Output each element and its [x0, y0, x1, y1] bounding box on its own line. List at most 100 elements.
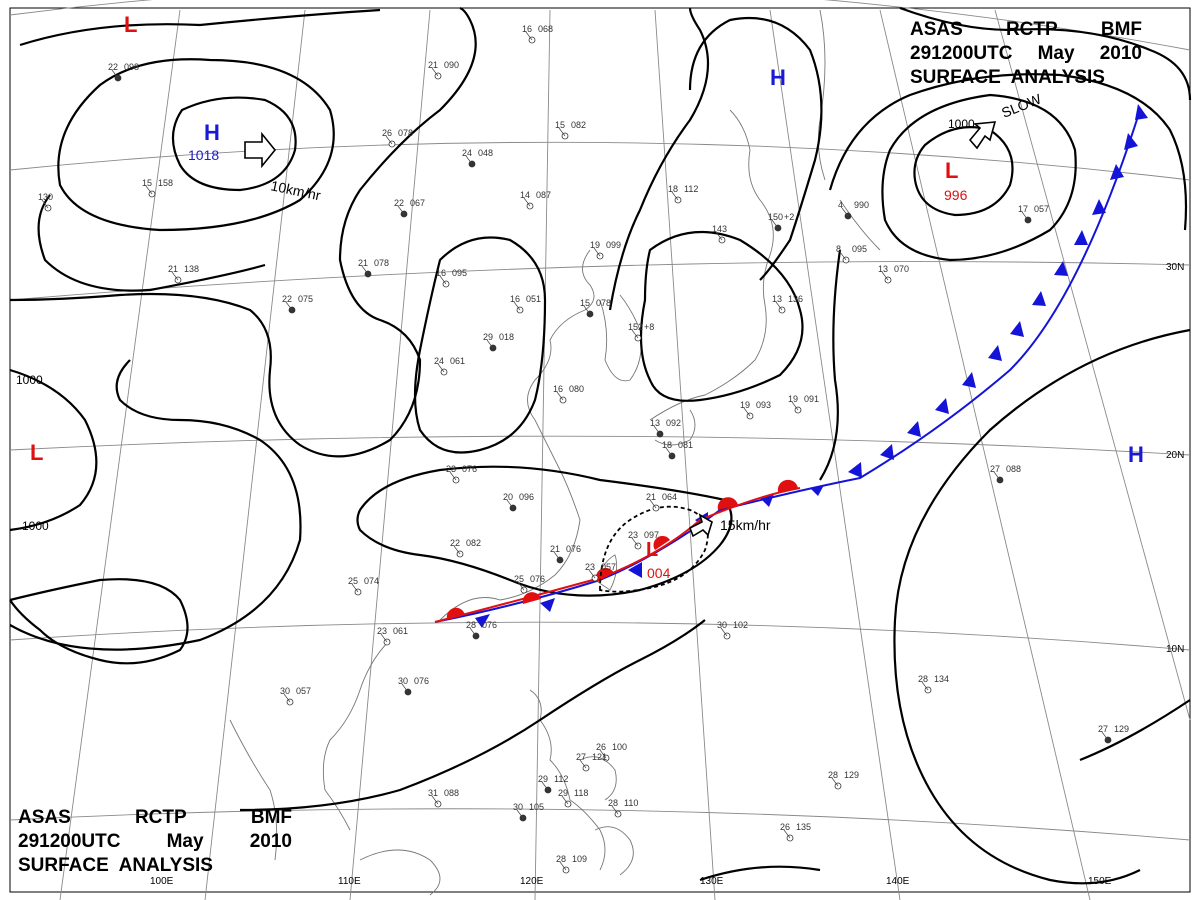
- station-temperature: 27: [1098, 724, 1108, 734]
- isobar-ne-low-outer: [828, 73, 1188, 231]
- station-temperature: 20: [503, 492, 513, 502]
- low-northeast-value: 996: [944, 187, 968, 203]
- isobar-central: [413, 236, 547, 454]
- low-taiwan-letter: L: [646, 539, 658, 561]
- station-temperature: 16: [553, 384, 563, 394]
- station-temperature: 130: [38, 192, 53, 202]
- station-temperature: 16: [522, 24, 532, 34]
- station-temperature: 28: [556, 854, 566, 864]
- station-pressure: 067: [410, 198, 425, 208]
- station-temperature: 21: [428, 60, 438, 70]
- station-pressure: 136: [788, 294, 803, 304]
- lat-label-20n: 20N: [1166, 450, 1184, 461]
- isobar-east-big: [608, 7, 710, 311]
- station-temperature: 30: [717, 620, 727, 630]
- station-temperature: 22: [282, 294, 292, 304]
- station-temperature: 23: [628, 530, 638, 540]
- low-west-letter: L: [30, 440, 43, 465]
- station-pressure: 121: [592, 752, 607, 762]
- station-pressure: 109: [572, 854, 587, 864]
- isobar-west-outer: [9, 578, 189, 665]
- station-pressure: 076: [414, 676, 429, 686]
- motion-arrow-nw: [244, 131, 277, 169]
- wind-barb: [401, 683, 409, 693]
- isobar-ne-low-1000: [881, 93, 1077, 262]
- station-temperature: 14: [520, 190, 530, 200]
- station-pressure: 135: [796, 822, 811, 832]
- isobar-label-1000-west-bottom: 1000: [22, 519, 49, 533]
- wind-barb: [380, 633, 388, 643]
- station-pressure: 076: [462, 464, 477, 474]
- title-region: ASAS: [910, 19, 963, 40]
- station-temperature: 13: [878, 264, 888, 274]
- station-pressure: 078: [596, 298, 611, 308]
- wind-barb: [588, 569, 596, 579]
- title-station: RCTP: [1005, 19, 1058, 40]
- station-temperature: 19: [788, 394, 798, 404]
- station-temperature: 13: [650, 418, 660, 428]
- station-pressure: 096: [519, 492, 534, 502]
- wind-barb: [715, 231, 723, 241]
- isobars: [9, 6, 1192, 885]
- lat-label-30n: 30N: [1166, 262, 1184, 273]
- station-pressure: 068: [538, 24, 553, 34]
- station-temperature: 23: [585, 562, 595, 572]
- station-temperature: 26: [780, 822, 790, 832]
- isobar-right-arc: [899, 6, 1192, 101]
- isobar-japan-loop: [639, 230, 804, 402]
- station-pressure: 112: [554, 774, 568, 784]
- station-temperature: 28: [608, 798, 618, 808]
- wind-barb: [881, 271, 889, 281]
- wind-barb: [1101, 731, 1109, 741]
- low-taiwan-dashed-isobar: [599, 505, 709, 593]
- station-temperature: 22: [450, 538, 460, 548]
- isobar-label-1000-ne: 1000: [948, 117, 975, 131]
- station-temperature: 150: [768, 212, 783, 222]
- wind-barb: [791, 401, 799, 411]
- isobar-label-1000-west-top: 1000: [16, 373, 43, 387]
- wind-barb: [653, 425, 661, 435]
- station-temperature: 29: [538, 774, 548, 784]
- station-pressure: 080: [569, 384, 584, 394]
- station-pressure: 129: [1114, 724, 1129, 734]
- title-time: 291200UTC: [910, 43, 1013, 64]
- wind-barb: [649, 499, 657, 509]
- isobar-sea-japan: [688, 16, 823, 281]
- lon-label-140e: 140E: [886, 876, 910, 887]
- station-markers: [41, 31, 1112, 874]
- title-line-2: 291200UTC May 2010: [910, 42, 1142, 66]
- isobar-taiwan-trough: [356, 465, 733, 597]
- station-temperature: 21: [358, 258, 368, 268]
- lon-label-130e: 130E: [700, 876, 724, 887]
- station-temperature: 19: [590, 240, 600, 250]
- station-temperature: 24: [462, 148, 472, 158]
- station-pressure: 129: [844, 770, 859, 780]
- station-temperature: 30: [398, 676, 408, 686]
- station-temperature: 22: [394, 198, 404, 208]
- station-pressure: 087: [536, 190, 551, 200]
- wind-barb: [593, 247, 601, 257]
- wind-barb: [285, 301, 293, 311]
- lon-label-110e: 110E: [338, 876, 361, 887]
- station-temperature: 21: [550, 544, 560, 554]
- isobar-southern-arc: [239, 619, 706, 812]
- title-month: May: [166, 831, 204, 852]
- title-block-bottom-left: ASAS RCTP BMF 291200UTC May 2010 SURFACE…: [18, 806, 292, 878]
- title-time: 291200UTC: [18, 831, 121, 852]
- station-pressure: 091: [804, 394, 819, 404]
- wind-barb: [506, 499, 514, 509]
- station-temperature: 19: [740, 400, 750, 410]
- high-northwest-letter: H: [204, 120, 220, 145]
- motion-label-tw: 15km/hr: [720, 517, 771, 533]
- station-pressure: +2: [784, 212, 794, 222]
- wind-barb: [583, 305, 591, 315]
- title-line-3: SURFACE ANALYSIS: [18, 854, 292, 878]
- station-pressure: 110: [624, 798, 638, 808]
- wind-barb: [145, 185, 153, 195]
- station-temperature: 26: [596, 742, 606, 752]
- lon-label-120e: 120E: [520, 876, 544, 887]
- title-line-1: ASAS RCTP BMF: [910, 18, 1142, 42]
- station-temperature: 30: [280, 686, 290, 696]
- wind-barb: [431, 795, 439, 805]
- wind-barb: [397, 205, 405, 215]
